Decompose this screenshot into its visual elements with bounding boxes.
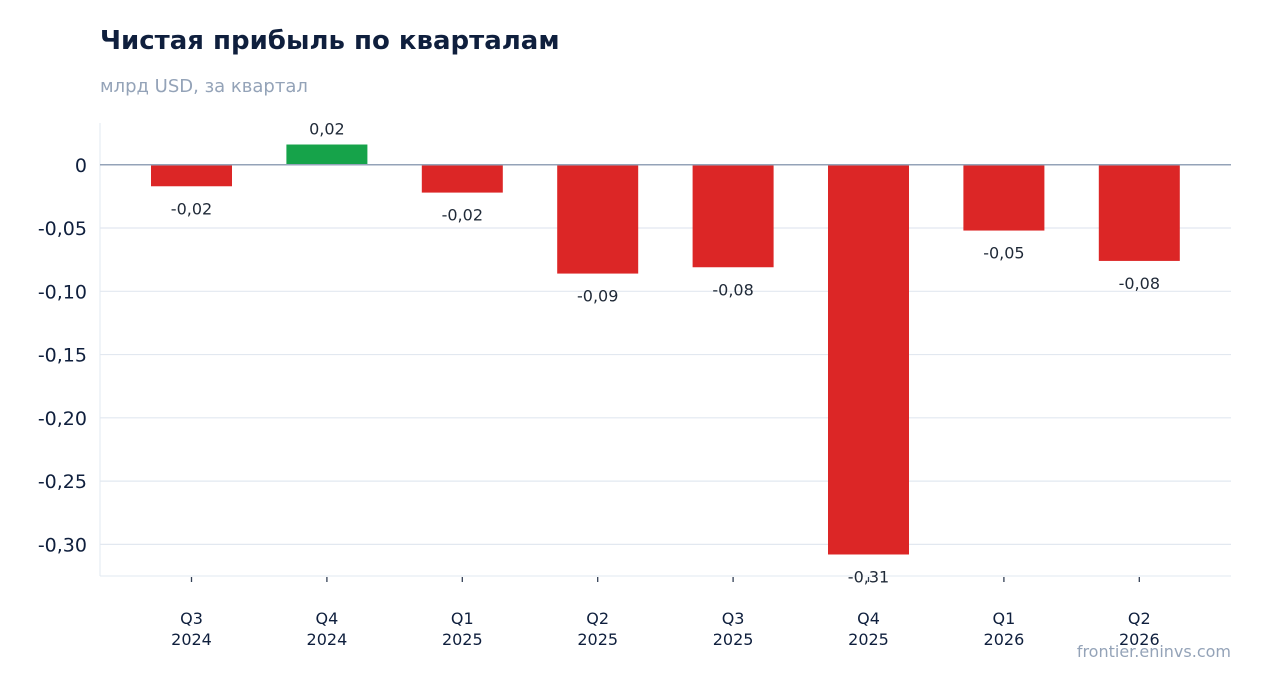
source-watermark: frontier.eninvs.com [1076,642,1231,661]
chart-subtitle: млрд USD, за квартал [100,76,308,97]
data-label: -0,05 [983,244,1024,263]
data-label: -0,08 [712,280,753,299]
bar [286,144,368,165]
data-labels: -0,02 0,02 -0,02 -0,09 -0,08 -0,31 -0,05 -0,08 [171,120,1160,587]
x-tick-label-year: 2025 [713,630,754,649]
bar [557,164,639,274]
x-tick-label-quarter: Q2 [1128,609,1151,628]
chart-title: Чистая прибыль по кварталам [100,26,560,56]
bar [963,164,1045,231]
data-label: -0,02 [171,199,212,218]
x-tick-label-year: 2024 [307,630,348,649]
bar [1098,164,1180,261]
x-tick-label-quarter: Q3 [722,609,745,628]
y-tick-label: -0,15 [38,345,87,367]
x-axis: Q3 2024 Q4 2024 Q1 2025 Q2 2025 Q3 2025 Q4 2025 Q1 20… [171,577,1160,649]
y-tick-label: -0,20 [38,408,87,430]
data-label: -0,08 [1119,274,1160,293]
x-tick-label-year: 2026 [1119,630,1160,649]
x-tick-label-quarter: Q1 [451,609,474,628]
y-tick-label: -0,25 [38,471,87,493]
x-tick-label-year: 2025 [577,630,618,649]
bar [692,164,774,268]
y-axis: 0 -0,05 -0,10 -0,15 -0,20 -0,25 -0,30 [38,155,87,557]
x-tick-label-year: 2026 [984,630,1025,649]
x-tick-label-quarter: Q4 [857,609,880,628]
x-tick-label-quarter: Q2 [586,609,609,628]
bar [421,164,503,193]
y-tick-label: -0,10 [38,281,87,303]
bar [151,164,232,187]
x-tick-label-quarter: Q1 [993,609,1016,628]
y-tick-label: -0,05 [38,218,87,240]
x-tick-label-quarter: Q3 [180,609,203,628]
data-label: 0,02 [309,120,345,139]
grid-lines [99,123,1231,577]
x-tick-label-year: 2025 [442,630,483,649]
y-tick-label: 0 [75,155,87,177]
y-tick-label: -0,30 [38,534,87,556]
data-label: -0,31 [848,567,889,586]
x-tick-label-quarter: Q4 [316,609,339,628]
data-label: -0,09 [577,287,618,306]
x-tick-label-year: 2025 [848,630,889,649]
data-label: -0,02 [442,206,483,225]
x-tick-label-year: 2024 [171,630,212,649]
bar [828,164,909,555]
bars [151,144,1180,555]
